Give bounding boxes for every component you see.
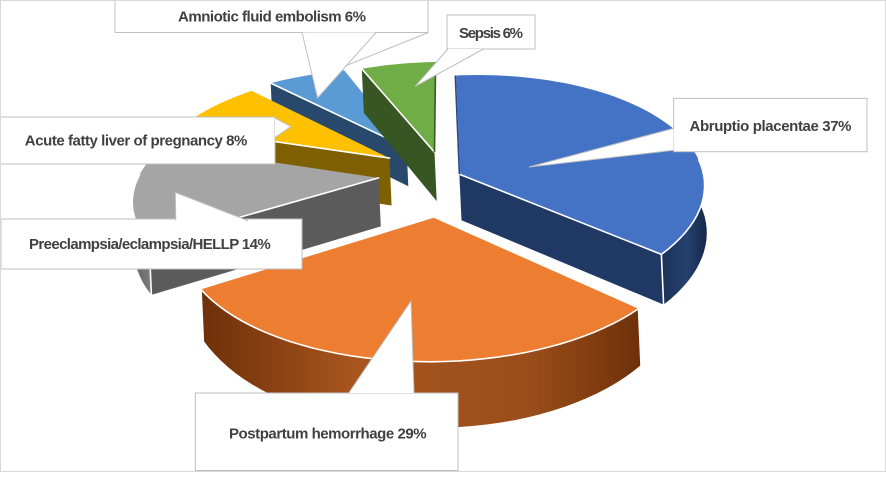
svg-text:Sepsis 6%: Sepsis 6% — [459, 25, 523, 42]
svg-text:Preeclampsia/eclampsia/HELLP 1: Preeclampsia/eclampsia/HELLP 14% — [29, 236, 271, 253]
svg-text:Postpartum hemorrhage 29%: Postpartum hemorrhage 29% — [229, 426, 427, 443]
svg-text:Amniotic fluid embolism 6%: Amniotic fluid embolism 6% — [178, 9, 366, 26]
svg-text:Abruptio placentae 37%: Abruptio placentae 37% — [690, 118, 852, 135]
svg-text:Acute fatty liver of pregnancy: Acute fatty liver of pregnancy 8% — [25, 133, 248, 150]
